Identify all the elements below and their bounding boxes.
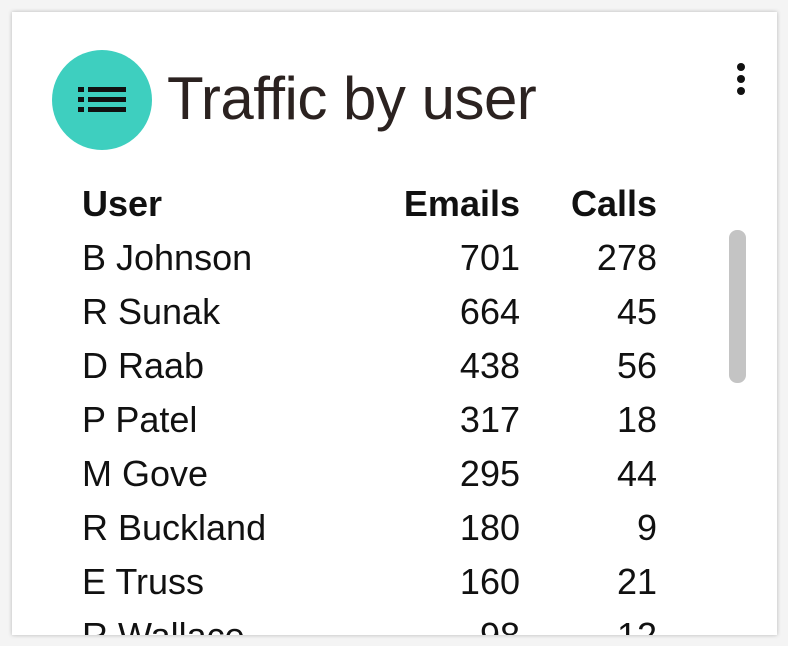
count-cell: 98 (480, 616, 520, 636)
scrollbar[interactable] (729, 230, 746, 383)
user-name: R Wallace (82, 616, 245, 636)
count-cell: 664 (459, 291, 520, 332)
widget-title: Traffic by user (167, 65, 537, 132)
user-name: E Truss (82, 561, 205, 602)
widget-card: Traffic by user User Emails Calls B Johnson… (12, 12, 777, 635)
user-name: D Raab (82, 345, 205, 386)
user-table: User Emails Calls B Johnson 701 278 R Sunak 664… (12, 180, 712, 636)
count-cell: 12 (617, 616, 657, 636)
column-header: User (82, 183, 163, 224)
more-menu[interactable] (731, 60, 751, 100)
count-cell: 21 (616, 561, 657, 602)
list-glyph (78, 87, 126, 112)
count-cell: 18 (616, 399, 657, 440)
count-cell: 56 (616, 345, 657, 386)
count-cell: 180 (459, 507, 520, 548)
count-cell: 438 (459, 345, 520, 386)
count-cell: 45 (616, 291, 657, 332)
list-icon (52, 50, 152, 150)
user-name: P Patel (82, 399, 198, 440)
count-cell: 160 (459, 561, 520, 602)
count-cell: 295 (459, 453, 520, 494)
count-cell: 278 (596, 237, 657, 278)
column-header: Emails (403, 183, 520, 224)
count-cell: 9 (636, 507, 657, 548)
user-name: R Buckland (82, 507, 267, 548)
user-name: M Gove (82, 453, 209, 494)
count-cell: 44 (616, 453, 657, 494)
column-header: Calls (570, 183, 657, 224)
count-cell: 701 (459, 237, 520, 278)
user-name: B Johnson (82, 237, 253, 278)
user-name: R Sunak (82, 291, 221, 332)
count-cell: 317 (459, 399, 520, 440)
